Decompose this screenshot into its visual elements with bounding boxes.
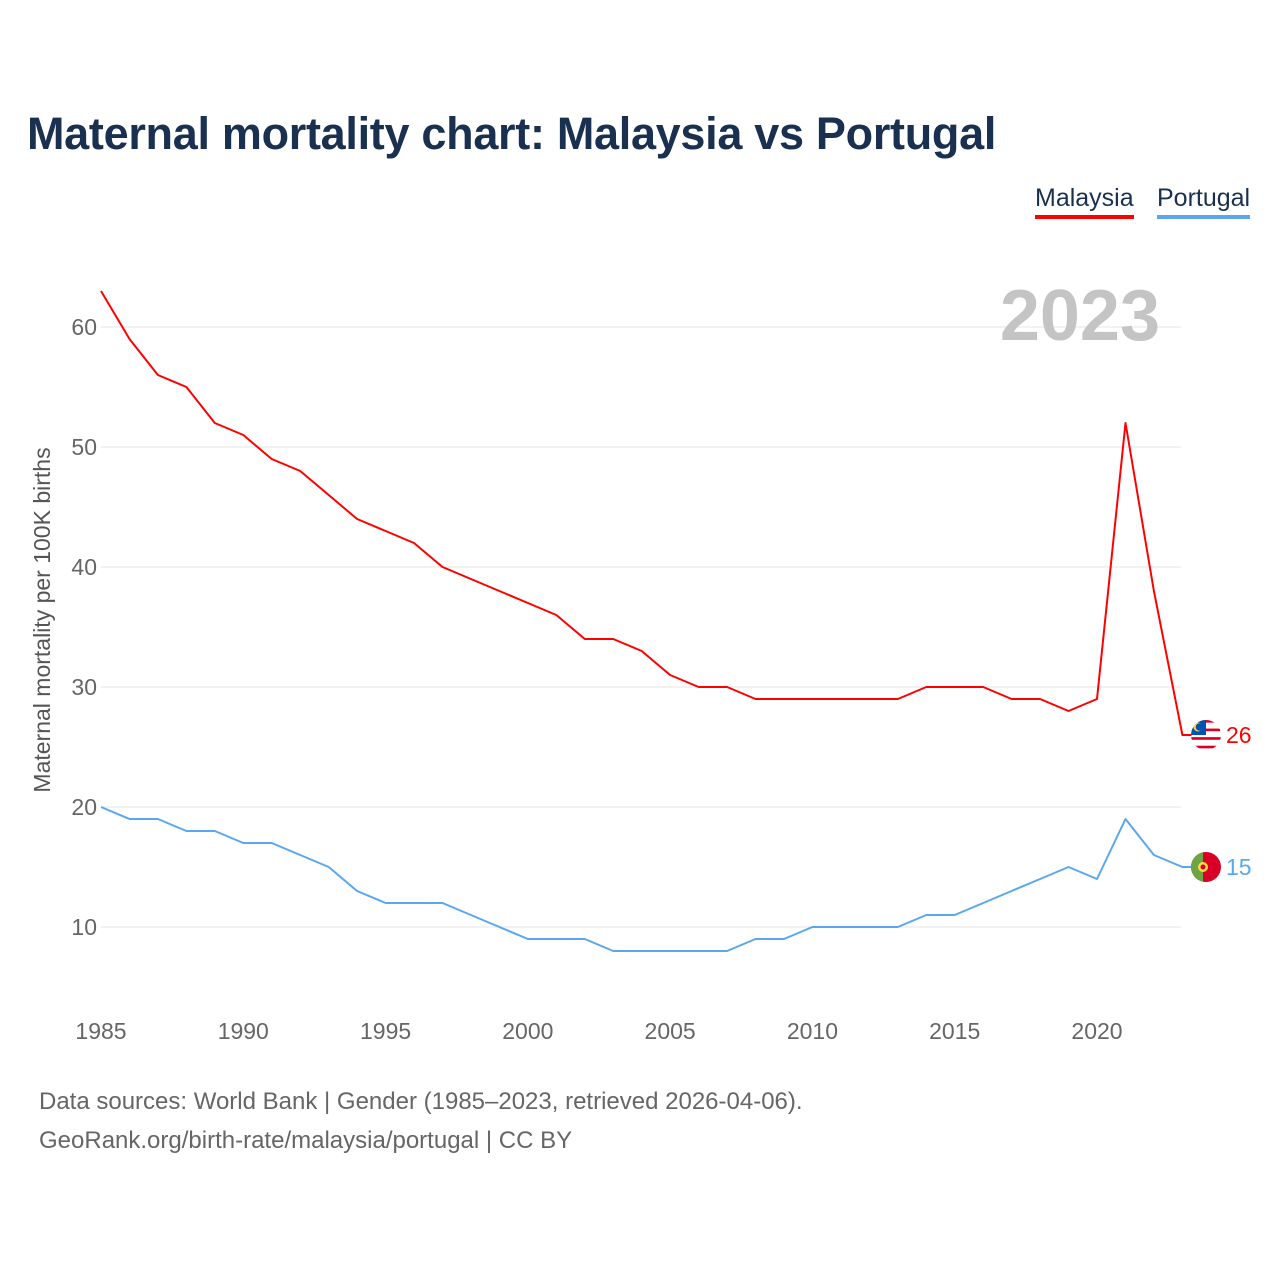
flag-shield	[1200, 864, 1206, 870]
x-tick-label: 2010	[787, 1018, 838, 1044]
x-tick-label: 1995	[360, 1018, 411, 1044]
y-tick-label: 60	[71, 314, 97, 340]
end-value-label: 15	[1226, 854, 1252, 880]
x-tick-label: 1985	[75, 1018, 126, 1044]
x-tick-label: 1990	[218, 1018, 269, 1044]
flag-body	[1191, 852, 1221, 882]
y-tick-label: 30	[71, 674, 97, 700]
flag-body	[1191, 720, 1221, 749]
legend-malaysia[interactable]: Malaysia	[1035, 184, 1134, 219]
series-line-portugal	[100, 806, 1192, 952]
flag-stripe	[1191, 737, 1221, 740]
x-tick-label: 2000	[502, 1018, 553, 1044]
malaysia-flag-icon	[1191, 720, 1221, 749]
y-axis-label: Maternal mortality per 100K births	[29, 447, 55, 792]
legend-portugal[interactable]: Portugal	[1157, 184, 1251, 219]
y-tick-label: 50	[71, 434, 97, 460]
y-tick-label: 20	[71, 794, 97, 820]
x-tick-label: 2005	[645, 1018, 696, 1044]
portugal-flag-icon	[1191, 852, 1221, 882]
flag-green	[1191, 852, 1203, 882]
flag-crescent-cut	[1195, 723, 1204, 731]
end-value-label: 26	[1226, 722, 1252, 748]
series-line-malaysia	[100, 290, 1192, 736]
flag-stripe	[1191, 745, 1221, 749]
y-tick-label: 10	[71, 914, 97, 940]
x-tick-label: 2020	[1071, 1018, 1122, 1044]
year-watermark: 2023	[1000, 276, 1160, 356]
footer-source: Data sources: World Bank | Gender (1985–…	[39, 1088, 803, 1115]
chart-title: Maternal mortality chart: Malaysia vs Po…	[27, 108, 997, 159]
y-tick-label: 40	[71, 554, 97, 580]
footer-link[interactable]: GeoRank.org/birth-rate/malaysia/portugal…	[39, 1127, 573, 1154]
flag-stripe	[1191, 741, 1221, 745]
x-tick-label: 2015	[929, 1018, 980, 1044]
